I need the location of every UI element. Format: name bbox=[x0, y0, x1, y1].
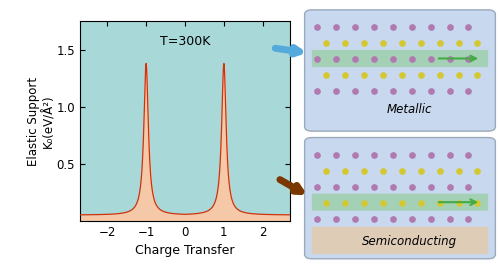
FancyBboxPatch shape bbox=[312, 227, 488, 254]
FancyBboxPatch shape bbox=[312, 194, 488, 211]
Text: Metallic: Metallic bbox=[386, 103, 432, 116]
X-axis label: Charge Transfer: Charge Transfer bbox=[135, 244, 235, 257]
FancyBboxPatch shape bbox=[304, 138, 496, 259]
Text: T=300K: T=300K bbox=[160, 35, 210, 48]
Y-axis label: Elastic Support
K₀(eV/Å²): Elastic Support K₀(eV/Å²) bbox=[26, 76, 55, 166]
FancyBboxPatch shape bbox=[304, 10, 496, 131]
Text: Semiconducting: Semiconducting bbox=[362, 235, 456, 248]
FancyBboxPatch shape bbox=[312, 50, 488, 67]
